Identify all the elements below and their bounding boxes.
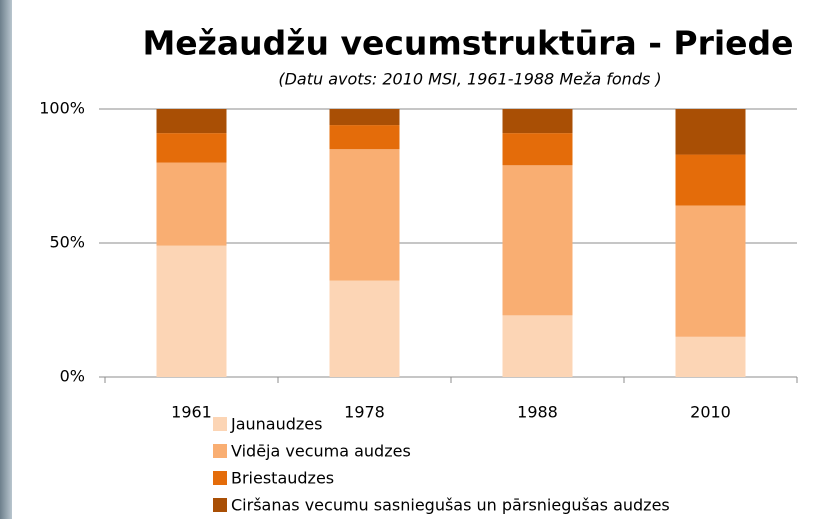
y-tick-label: 100% bbox=[39, 99, 85, 118]
bar-segment bbox=[157, 246, 227, 377]
legend-swatch bbox=[213, 417, 227, 431]
legend-swatch bbox=[213, 498, 227, 512]
legend-label: Jaunaudzes bbox=[230, 415, 322, 434]
legend-label: Vidēja vecuma audzes bbox=[231, 442, 411, 461]
bar-segment bbox=[503, 315, 573, 377]
y-tick-label: 0% bbox=[60, 367, 85, 386]
bar-segment bbox=[330, 109, 400, 125]
bar-segment bbox=[157, 133, 227, 162]
x-tick-label: 1961 bbox=[171, 403, 212, 422]
bar-segment bbox=[503, 133, 573, 165]
chart-subtitle: (Datu avots: 2010 MSI, 1961-1988 Meža fo… bbox=[278, 70, 661, 89]
bar-segment bbox=[676, 205, 746, 336]
bar-segment bbox=[157, 163, 227, 246]
x-tick-label: 2010 bbox=[690, 403, 731, 422]
legend-label: Briestaudzes bbox=[231, 469, 334, 488]
legend-label: Ciršanas vecumu sasniegušas un pārsniegu… bbox=[231, 496, 670, 515]
left-edge bbox=[0, 0, 12, 519]
bar-segment bbox=[330, 281, 400, 377]
chart: Mežaudžu vecumstruktūra - Priede (Datu a… bbox=[0, 0, 813, 519]
bar-segment bbox=[157, 109, 227, 133]
bar-segment bbox=[503, 165, 573, 315]
bar-segment bbox=[676, 155, 746, 206]
bar-segment bbox=[330, 149, 400, 280]
y-tick-label: 50% bbox=[49, 233, 85, 252]
bar-segment bbox=[503, 109, 573, 133]
chart-title: Mežaudžu vecumstruktūra - Priede bbox=[142, 24, 793, 63]
legend-swatch bbox=[213, 444, 227, 458]
x-tick-label: 1978 bbox=[344, 403, 385, 422]
x-tick-label: 1988 bbox=[517, 403, 558, 422]
legend-swatch bbox=[213, 471, 227, 485]
bar-segment bbox=[676, 109, 746, 155]
bar-segment bbox=[676, 337, 746, 377]
bar-segment bbox=[330, 125, 400, 149]
